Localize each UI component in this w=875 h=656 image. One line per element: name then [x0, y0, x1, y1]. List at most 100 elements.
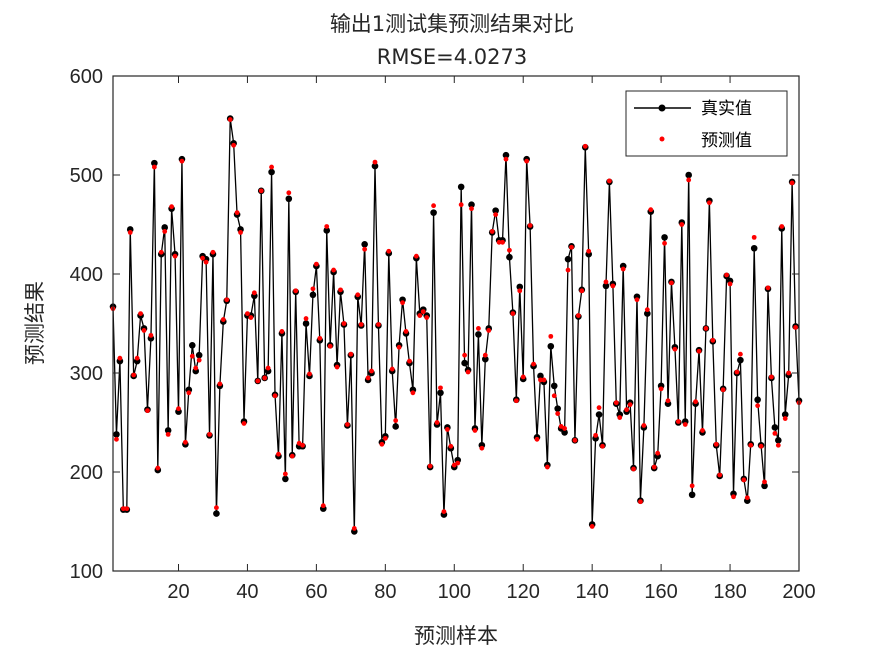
point-pred-165 [675, 419, 681, 424]
point-pred-168 [686, 177, 692, 183]
point-pred-56 [300, 442, 305, 448]
point-pred-158 [651, 464, 657, 470]
point-pred-33 [220, 317, 226, 322]
point-pred-46 [265, 365, 271, 371]
point-true-188 [754, 396, 761, 404]
point-true-103 [461, 359, 468, 367]
point-pred-34 [224, 297, 230, 303]
point-pred-49 [276, 451, 281, 457]
point-pred-139 [586, 248, 592, 254]
point-true-194 [775, 437, 782, 444]
point-pred-93 [427, 463, 433, 469]
point-pred-13 [151, 164, 157, 170]
point-pred-99 [448, 443, 454, 449]
point-pred-123 [531, 361, 536, 367]
point-true-190 [761, 482, 768, 490]
point-pred-64 [327, 343, 333, 349]
point-pred-54 [293, 288, 299, 294]
point-pred-141 [593, 432, 599, 438]
point-true-63 [323, 227, 331, 234]
point-pred-120 [520, 374, 526, 380]
point-pred-121 [524, 158, 530, 164]
point-pred-111 [489, 229, 495, 234]
point-true-83 [392, 423, 399, 430]
point-pred-198 [789, 180, 795, 186]
point-true-24 [188, 341, 196, 349]
point-pred-17 [165, 431, 171, 437]
point-pred-142 [596, 405, 602, 411]
point-pred-74 [362, 246, 368, 252]
point-true-16 [161, 224, 169, 231]
point-true-129 [550, 382, 558, 390]
point-pred-5 [124, 506, 130, 512]
point-pred-44 [258, 188, 264, 194]
point-true-183 [737, 356, 744, 364]
x-tick-label: 100 [438, 581, 471, 603]
y-tick-label: 500 [70, 165, 103, 187]
point-pred-171 [696, 348, 702, 354]
point-pred-115 [503, 156, 509, 162]
point-pred-18 [169, 204, 175, 210]
point-pred-175 [710, 337, 716, 343]
point-pred-30 [210, 249, 216, 255]
point-pred-130 [555, 411, 561, 416]
point-pred-38 [238, 230, 243, 235]
point-pred-91 [420, 309, 426, 315]
point-true-144 [602, 282, 610, 290]
point-pred-167 [682, 422, 688, 427]
point-pred-174 [706, 200, 712, 206]
point-true-31 [213, 510, 220, 517]
point-pred-20 [176, 406, 181, 412]
point-true-77 [371, 162, 379, 170]
point-pred-112 [493, 212, 499, 218]
x-tick-label: 60 [305, 581, 327, 603]
point-true-94 [430, 209, 437, 216]
point-true-17 [164, 427, 172, 434]
y-tick-label: 200 [70, 462, 103, 484]
point-pred-170 [693, 399, 698, 405]
y-tick-label: 100 [70, 561, 103, 583]
point-true-193 [771, 424, 779, 431]
point-pred-86 [403, 329, 409, 334]
point-pred-172 [700, 428, 705, 433]
point-pred-65 [331, 267, 337, 273]
point-pred-73 [358, 322, 364, 327]
point-pred-144 [603, 279, 609, 285]
point-pred-32 [217, 381, 223, 387]
point-true-102 [457, 183, 465, 191]
point-true-96 [437, 389, 444, 397]
point-pred-150 [624, 407, 630, 413]
point-pred-188 [755, 403, 761, 409]
point-pred-189 [758, 443, 764, 449]
point-pred-42 [251, 290, 257, 296]
point-pred-60 [313, 261, 319, 267]
point-true-112 [492, 207, 499, 214]
point-pred-3 [117, 355, 123, 361]
chart-title: 输出1测试集预测结果对比 [330, 12, 574, 36]
point-pred-160 [658, 386, 664, 392]
point-true-105 [468, 201, 475, 208]
point-pred-48 [272, 393, 278, 399]
point-true-196 [781, 411, 789, 418]
point-pred-98 [444, 427, 450, 432]
point-pred-124 [534, 436, 540, 442]
point-pred-173 [703, 326, 709, 331]
point-pred-184 [741, 477, 747, 483]
point-pred-92 [424, 315, 430, 320]
point-pred-24 [189, 353, 195, 359]
point-true-57 [302, 320, 310, 327]
point-pred-199 [793, 325, 798, 330]
point-pred-84 [396, 344, 402, 350]
y-tick-label: 400 [70, 264, 103, 286]
point-true-115 [502, 151, 510, 159]
point-pred-147 [613, 400, 619, 406]
point-pred-28 [203, 259, 209, 265]
point-pred-179 [724, 272, 730, 278]
point-pred-68 [341, 321, 347, 326]
point-true-169 [688, 491, 696, 499]
point-pred-2 [114, 436, 119, 442]
point-pred-72 [355, 292, 361, 298]
point-pred-103 [462, 352, 468, 358]
point-pred-140 [589, 524, 595, 529]
point-pred-122 [527, 223, 533, 228]
